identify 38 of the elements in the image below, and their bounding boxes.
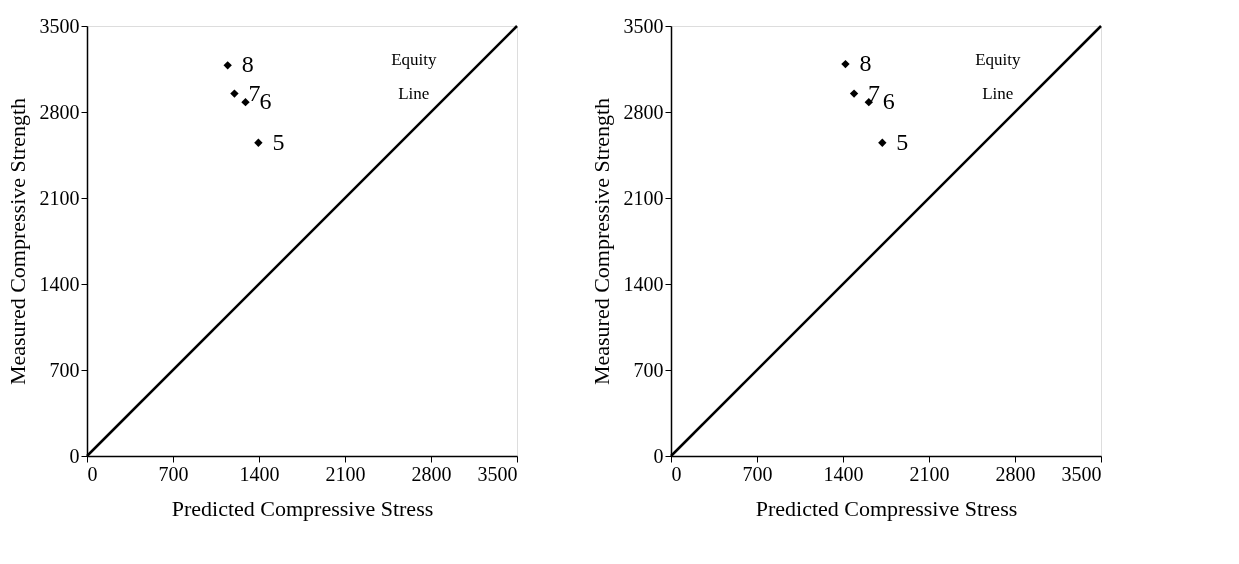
- y-axis-title: Measured Compressive Strength: [4, 97, 30, 386]
- annotation: 7: [248, 79, 261, 106]
- y-tick-label: 1400: [39, 272, 80, 295]
- x-tick-label: 1400: [823, 462, 864, 485]
- x-tick-label: 0: [671, 462, 682, 485]
- x-tick-label: 3500: [1061, 462, 1102, 485]
- annotation: Equity Line: [975, 50, 1021, 104]
- y-tick-label: 2100: [623, 186, 664, 209]
- y-tick-label: 700: [49, 358, 80, 381]
- y-axis-title: Measured Compressive Strength: [588, 97, 614, 386]
- x-tick-label: 2100: [909, 462, 950, 485]
- x-tick-label: 700: [158, 462, 189, 485]
- y-tick-label: 0: [69, 444, 80, 467]
- x-tick-label: 1400: [239, 462, 280, 485]
- annotation: 7: [868, 79, 881, 106]
- x-tick-label: 2800: [995, 462, 1036, 485]
- y-tick-label: 2100: [39, 186, 80, 209]
- x-tick-label: 700: [742, 462, 773, 485]
- x-tick-label: 3500: [477, 462, 518, 485]
- y-tick-label: 2800: [623, 100, 664, 123]
- x-tick-label: 2100: [325, 462, 366, 485]
- y-tick-label: 1400: [623, 272, 664, 295]
- y-tick-label: 2800: [39, 100, 80, 123]
- annotation: 8: [241, 51, 254, 78]
- x-tick-label: 2800: [411, 462, 452, 485]
- annotation: 8: [859, 50, 872, 77]
- x-axis-title: Predicted Compressive Stress: [171, 495, 434, 521]
- x-tick-label: 0: [87, 462, 98, 485]
- y-tick-label: 700: [633, 358, 664, 381]
- annotation: 5: [896, 128, 909, 155]
- annotation: 6: [882, 88, 895, 115]
- x-axis-title: Predicted Compressive Stress: [755, 495, 1018, 521]
- y-tick-label: 3500: [623, 14, 664, 37]
- y-tick-label: 0: [653, 444, 664, 467]
- y-tick-label: 3500: [39, 14, 80, 37]
- annotation: 6: [259, 88, 272, 115]
- annotation: 5: [272, 128, 285, 155]
- annotation: Equity Line: [391, 50, 437, 104]
